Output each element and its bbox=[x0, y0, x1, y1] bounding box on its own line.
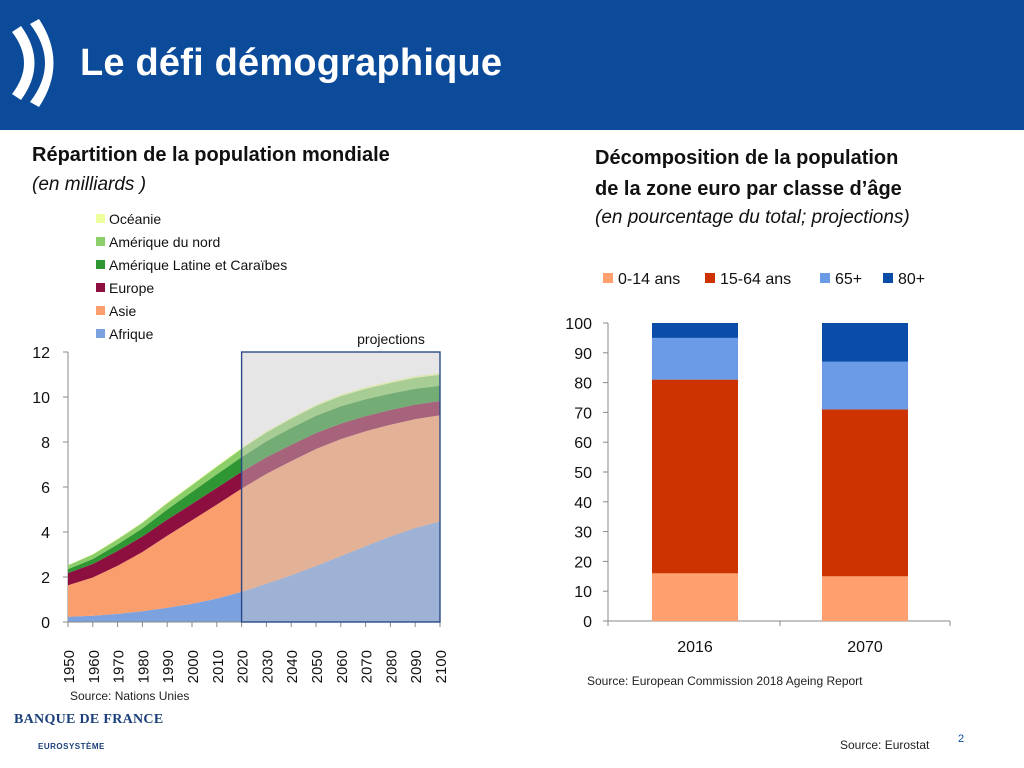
legend-label-15-64-ans: 15-64 ans bbox=[720, 271, 791, 288]
world-x-tick-label: 2080 bbox=[383, 650, 400, 683]
world-y-tick-label: 8 bbox=[41, 435, 50, 452]
bar-2070-15-64-ans bbox=[822, 409, 908, 577]
slide-header: Le défi démographique bbox=[0, 0, 1024, 130]
world-x-tick-label: 2040 bbox=[284, 650, 301, 683]
world-x-tick-label: 1970 bbox=[111, 650, 128, 683]
world-y-tick-label: 0 bbox=[41, 615, 50, 632]
logo-name: BANQUE DE FRANCE bbox=[14, 712, 164, 727]
projection-label: projections bbox=[357, 331, 425, 347]
world-x-tick-label: 2020 bbox=[235, 650, 252, 683]
world-x-tick-label: 1990 bbox=[160, 650, 177, 683]
euro-y-tick-label: 80 bbox=[574, 376, 592, 393]
legend-label-europe: Europe bbox=[109, 280, 154, 296]
euro-y-tick-label: 60 bbox=[574, 435, 592, 452]
bar-2070-0-14-ans bbox=[822, 576, 908, 621]
world-chart-source: Source: Nations Unies bbox=[70, 689, 190, 703]
euro-y-tick-label: 10 bbox=[574, 584, 592, 601]
world-y-tick-label: 4 bbox=[41, 525, 50, 542]
legend-swatch-0-14-ans bbox=[603, 273, 613, 283]
legend-label-0-14-ans: 0-14 ans bbox=[618, 271, 680, 288]
legend-label-afrique: Afrique bbox=[109, 326, 154, 342]
euro-chart-source: Source: European Commission 2018 Ageing … bbox=[587, 674, 863, 688]
legend-swatch-afrique bbox=[96, 329, 105, 338]
legend-swatch-oceanie bbox=[96, 214, 105, 223]
legend-label-65: 65+ bbox=[835, 271, 862, 288]
world-chart-subtitle: (en milliards ) bbox=[32, 174, 147, 195]
world-y-tick-label: 6 bbox=[41, 480, 50, 497]
euro-y-tick-label: 30 bbox=[574, 525, 592, 542]
world-x-tick-label: 2060 bbox=[334, 650, 351, 683]
bar-2070-65 bbox=[822, 361, 908, 410]
area-asie bbox=[68, 415, 440, 617]
area-afrique bbox=[68, 521, 440, 622]
legend-label-amerique-du-nord: Amérique du nord bbox=[109, 234, 220, 250]
area-europe bbox=[68, 401, 440, 586]
euro-category-label: 2070 bbox=[847, 639, 883, 656]
world-x-tick-label: 2000 bbox=[185, 650, 202, 683]
euro-y-tick-label: 40 bbox=[574, 495, 592, 512]
euro-category-label: 2016 bbox=[677, 639, 713, 656]
legend-label-amerique-latine-et-caraibes: Amérique Latine et Caraïbes bbox=[109, 257, 287, 273]
euro-y-tick-label: 20 bbox=[574, 554, 592, 571]
legend-label-80: 80+ bbox=[898, 271, 925, 288]
world-y-tick-label: 12 bbox=[32, 345, 50, 362]
world-y-tick-label: 10 bbox=[32, 390, 50, 407]
legend-swatch-65 bbox=[820, 273, 830, 283]
bdf-chevrons-icon bbox=[12, 19, 54, 107]
legend-swatch-amerique-latine-et-caraibes bbox=[96, 260, 105, 269]
world-x-tick-label: 2030 bbox=[259, 650, 276, 683]
euro-y-tick-label: 0 bbox=[583, 614, 592, 631]
euro-chart-title-line2: de la zone euro par classe d’âge bbox=[595, 178, 902, 200]
world-x-tick-label: 2010 bbox=[210, 650, 227, 683]
page-number: 2 bbox=[958, 733, 965, 745]
bar-2016-65 bbox=[652, 337, 738, 380]
world-x-tick-label: 2090 bbox=[408, 650, 425, 683]
banque-de-france-logo: BANQUE DE FRANCE EUROSYSTÈME bbox=[14, 712, 163, 751]
euro-chart-title-line1: Décomposition de la population bbox=[595, 147, 899, 169]
world-x-tick-label: 1960 bbox=[86, 650, 103, 683]
bar-2016-15-64-ans bbox=[652, 379, 738, 574]
world-y-tick-label: 2 bbox=[41, 570, 50, 587]
legend-label-oceanie: Océanie bbox=[109, 211, 161, 227]
legend-swatch-asie bbox=[96, 306, 105, 315]
legend-swatch-15-64-ans bbox=[705, 273, 715, 283]
euro-y-tick-label: 70 bbox=[574, 405, 592, 422]
footer-source: Source: Eurostat bbox=[840, 738, 930, 752]
bar-2070-80 bbox=[822, 323, 908, 362]
euro-y-tick-label: 50 bbox=[574, 465, 592, 482]
projection-box bbox=[240, 351, 441, 623]
world-x-tick-label: 2100 bbox=[433, 650, 450, 683]
world-x-tick-label: 2050 bbox=[309, 650, 326, 683]
bar-2016-0-14-ans bbox=[652, 573, 738, 621]
world-chart-title: Répartition de la population mondiale bbox=[32, 144, 390, 166]
world-x-tick-label: 2070 bbox=[359, 650, 376, 683]
legend-swatch-amerique-du-nord bbox=[96, 237, 105, 246]
legend-swatch-80 bbox=[883, 273, 893, 283]
logo-subtitle: EUROSYSTÈME bbox=[38, 742, 105, 751]
world-x-tick-label: 1950 bbox=[61, 650, 78, 683]
area-amerique-du-nord bbox=[68, 374, 440, 570]
world-x-tick-label: 1980 bbox=[135, 650, 152, 683]
legend-swatch-europe bbox=[96, 283, 105, 292]
euro-y-tick-label: 90 bbox=[574, 346, 592, 363]
bar-2016-80 bbox=[652, 323, 738, 338]
area-amerique-latine-et-caraibes bbox=[68, 385, 440, 573]
euro-y-tick-label: 100 bbox=[565, 316, 592, 333]
page-title: Le défi démographique bbox=[80, 42, 503, 84]
euro-chart-subtitle: (en pourcentage du total; projections) bbox=[595, 207, 910, 228]
legend-label-asie: Asie bbox=[109, 303, 136, 319]
